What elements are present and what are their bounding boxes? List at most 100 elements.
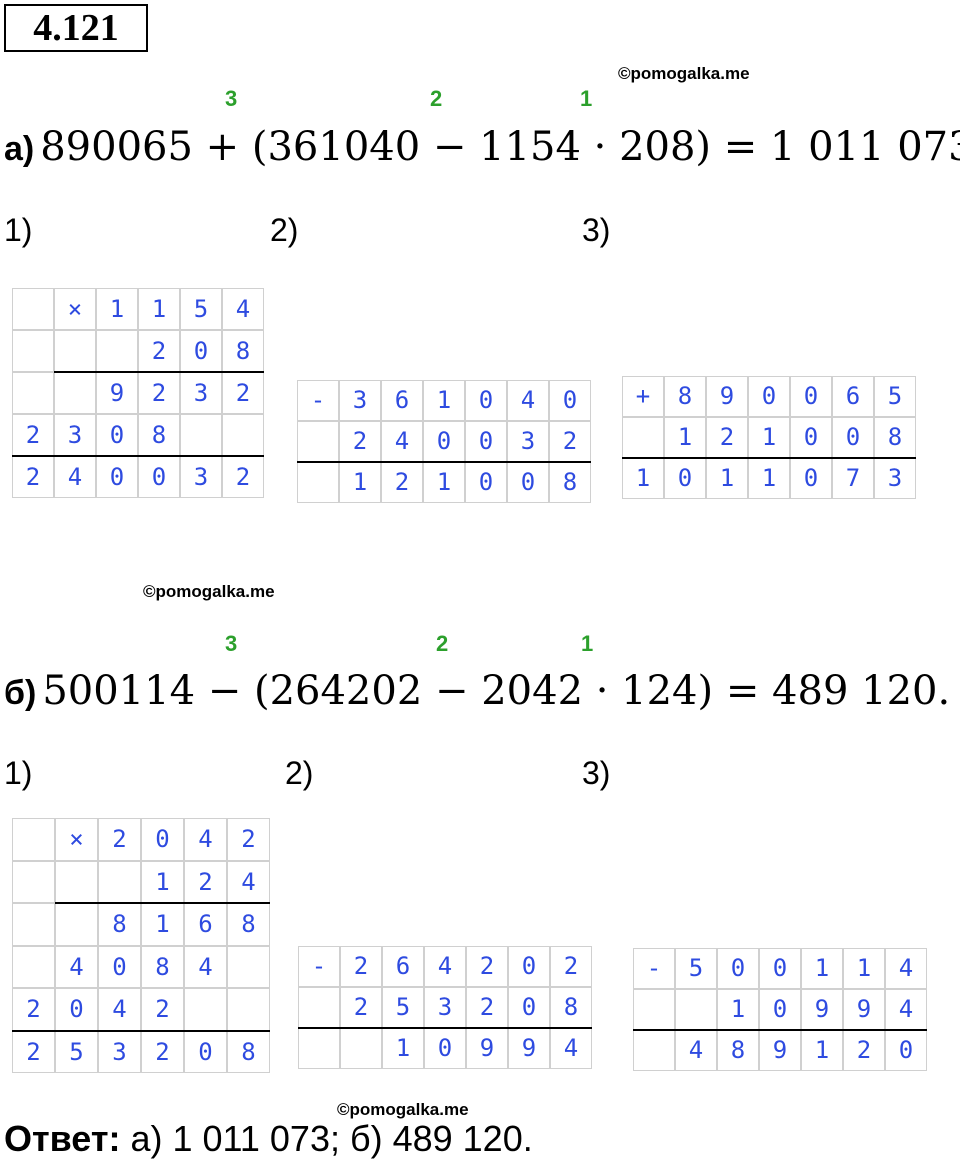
grid-cell: 2: [141, 1030, 184, 1073]
grid-cell: [12, 903, 55, 946]
grid-cell: 0: [790, 458, 832, 499]
grid-cell: 1: [423, 462, 465, 503]
grid-cell: [98, 860, 141, 903]
grid-cell: [55, 860, 98, 903]
grid-cell: ×: [55, 818, 98, 861]
watermark: ©pomogalka.me: [337, 1100, 469, 1119]
watermark: ©pomogalka.me: [143, 582, 275, 601]
grid-cell: 9: [759, 1030, 801, 1071]
grid-cell: [12, 330, 54, 372]
grid-cell: 1: [622, 458, 664, 499]
grid-cell: 2: [340, 946, 382, 987]
grid-cell: 2: [138, 372, 180, 414]
grid-cell: -: [298, 946, 340, 987]
grid-cell: 6: [184, 903, 227, 946]
grid-cell: 2: [12, 456, 54, 498]
order-mark: 3: [225, 86, 238, 111]
grid-cell: 2: [98, 818, 141, 861]
grid-cell: [55, 903, 98, 946]
grid-cell: 0: [885, 1030, 927, 1071]
grid-cell: [54, 330, 96, 372]
grid-cell: 3: [507, 421, 549, 462]
grid-cell: 4: [184, 945, 227, 988]
grid-cell: 0: [465, 421, 507, 462]
order-mark: 2: [436, 631, 449, 656]
grid-cell: [227, 988, 270, 1031]
grid-cell: 0: [55, 988, 98, 1031]
grid-cell: 1: [748, 417, 790, 458]
grid-cell: 2: [227, 818, 270, 861]
rule-line: [12, 455, 264, 457]
grid-cell: 0: [790, 376, 832, 417]
grid-cell: 3: [424, 987, 466, 1028]
grid-cell: 3: [874, 458, 916, 499]
rule-line: [297, 461, 591, 463]
step-label: 3): [582, 755, 611, 791]
grid-cell: 0: [180, 330, 222, 372]
grid-cell: 8: [227, 1030, 270, 1073]
grid-cell: 8: [550, 987, 592, 1028]
grid-cell: [96, 330, 138, 372]
order-mark: 1: [581, 631, 594, 656]
grid-cell: 8: [141, 945, 184, 988]
answer-text: а) 1 011 073; б) 489 120.: [130, 1118, 533, 1159]
grid-cell: 8: [98, 903, 141, 946]
expression-row: а) 890065 + (361040 − 1154 · 208) = 1 011…: [4, 124, 960, 170]
grid-cell: [633, 1030, 675, 1071]
expression: 890065 + (361040 − 1154 · 208) = 1 011 0…: [40, 124, 960, 170]
grid-cell: 0: [664, 458, 706, 499]
grid-cell: 3: [180, 372, 222, 414]
step-label: 2): [270, 212, 299, 248]
grid-cell: [222, 414, 264, 456]
grid-cell: 1: [382, 1028, 424, 1069]
grid-cell: 8: [717, 1030, 759, 1071]
grid-cell: 2: [222, 456, 264, 498]
grid-cell: 3: [180, 456, 222, 498]
order-mark: 1: [580, 86, 593, 111]
grid-cell: 4: [184, 818, 227, 861]
grid-cell: 8: [549, 462, 591, 503]
grid-cell: 2: [466, 987, 508, 1028]
step-label: 1): [4, 755, 33, 791]
grid-cell: [340, 1028, 382, 1069]
grid-cell: 0: [96, 456, 138, 498]
grid-cell: 0: [717, 948, 759, 989]
grid-cell: 0: [748, 376, 790, 417]
grid-cell: 0: [423, 421, 465, 462]
grid-cell: 1: [748, 458, 790, 499]
grid-cell: [54, 372, 96, 414]
grid-cell: 1: [843, 948, 885, 989]
grid-cell: 1: [141, 903, 184, 946]
grid-cell: 2: [381, 462, 423, 503]
grid-cell: 3: [98, 1030, 141, 1073]
grid-cell: [184, 988, 227, 1031]
grid-cell: 2: [706, 417, 748, 458]
grid-cell: 1: [706, 458, 748, 499]
grid-cell: 8: [222, 330, 264, 372]
grid-cell: [12, 945, 55, 988]
grid-cell: 1: [717, 989, 759, 1030]
grid-cell: [227, 945, 270, 988]
grid-cell: 5: [382, 987, 424, 1028]
grid-cell: 9: [801, 989, 843, 1030]
grid-cell: 0: [98, 945, 141, 988]
grid-cell: 1: [423, 380, 465, 421]
grid-cell: 2: [12, 414, 54, 456]
grid-cell: 2: [340, 987, 382, 1028]
grid-cell: 0: [508, 946, 550, 987]
grid-cell: 0: [832, 417, 874, 458]
grid-cell: 4: [885, 948, 927, 989]
expression: 500114 − (264202 − 2042 · 124) = 489 120…: [42, 668, 951, 714]
grid-cell: [675, 989, 717, 1030]
grid-cell: [180, 414, 222, 456]
grid-cell: 0: [424, 1028, 466, 1069]
grid-cell: 5: [874, 376, 916, 417]
grid-cell: 0: [507, 462, 549, 503]
grid-cell: [622, 417, 664, 458]
grid-cell: 4: [550, 1028, 592, 1069]
grid-cell: 2: [843, 1030, 885, 1071]
grid-cell: 9: [466, 1028, 508, 1069]
grid-cell: 2: [138, 330, 180, 372]
part-label: б): [4, 674, 37, 712]
step-label: 1): [4, 212, 33, 248]
